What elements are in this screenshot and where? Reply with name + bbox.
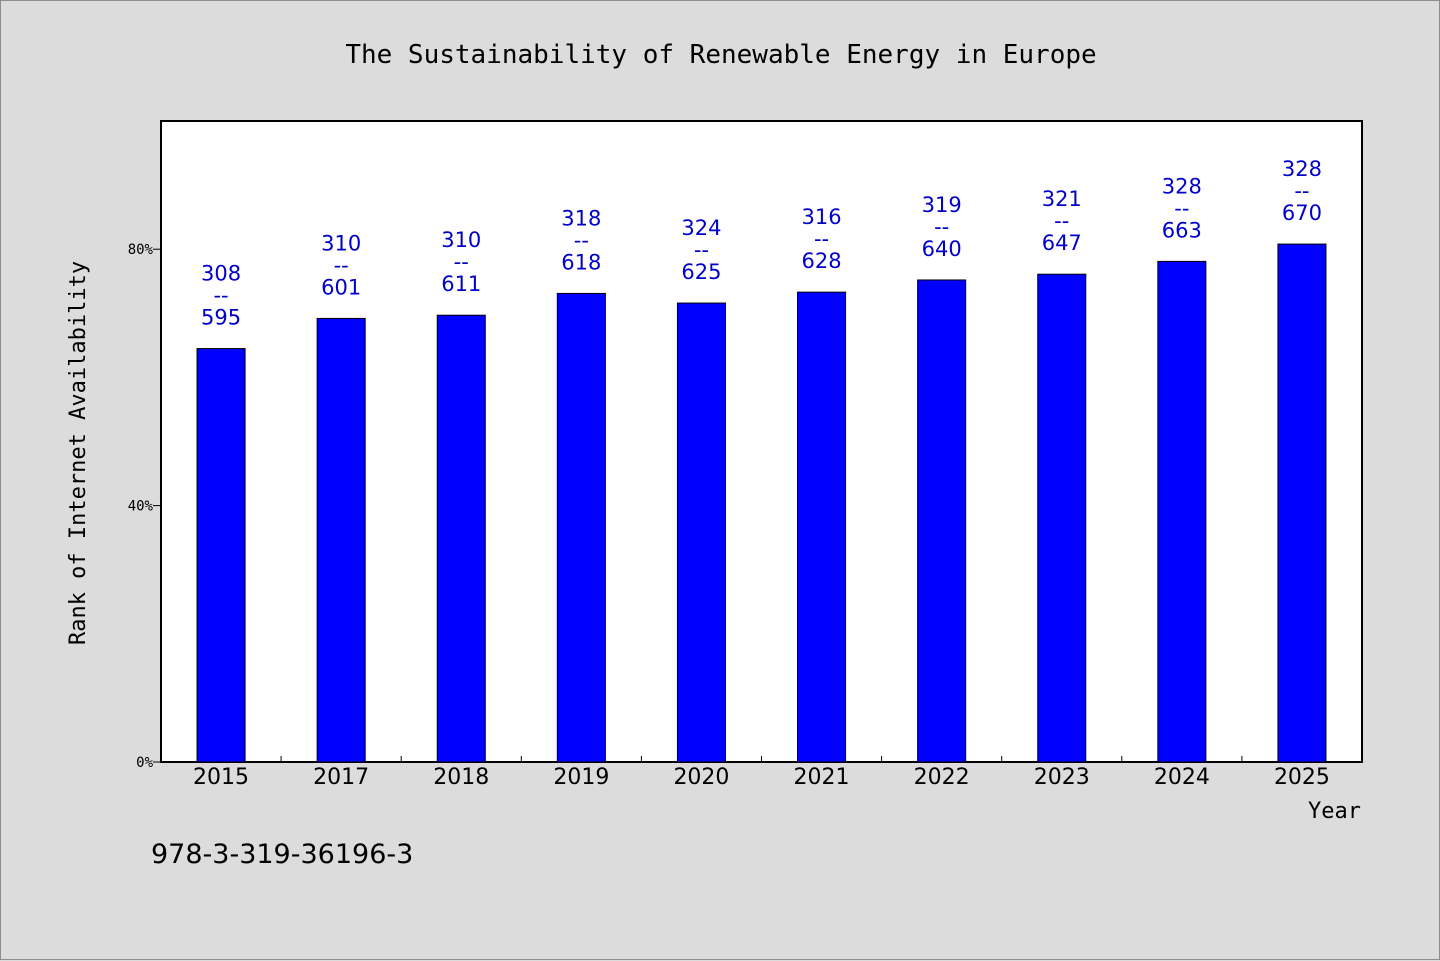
data-label-separator: --: [1054, 209, 1069, 233]
data-label-separator: --: [1294, 179, 1309, 203]
isbn-footnote: 978-3-319-36196-3: [151, 839, 413, 870]
x-tick-label: 2023: [1034, 765, 1090, 790]
data-label-top: 328: [1282, 157, 1322, 181]
data-label-bottom: 628: [802, 249, 842, 273]
bar-2019: [556, 292, 606, 763]
data-label-bottom: 595: [201, 306, 241, 330]
x-axis-title: Year: [1308, 799, 1361, 824]
data-label-separator: --: [934, 215, 949, 239]
chart-title: The Sustainability of Renewable Energy i…: [345, 40, 1096, 70]
x-tick-label: 2017: [313, 765, 369, 790]
bar-2021: [797, 291, 847, 763]
bar-2020: [676, 302, 726, 763]
data-label-top: 308: [201, 262, 241, 286]
bar-2022: [917, 279, 967, 763]
data-label-bottom: 647: [1042, 231, 1082, 255]
y-axis-title: Rank of Internet Availability: [66, 261, 91, 645]
bar-2015: [196, 348, 246, 763]
data-label-top: 310: [441, 228, 481, 252]
data-label-bottom: 663: [1162, 218, 1202, 242]
data-label-top: 319: [922, 193, 962, 217]
y-axis-ticks: 0% 40% 80%: [128, 242, 161, 771]
data-labels: 308--595310--601310--611318--618324--625…: [201, 157, 1322, 329]
category-labels: 2015 2017 2018 2019 2020 2021 2022 2023 2024 2025: [193, 765, 1330, 790]
data-label-separator: --: [814, 227, 829, 251]
data-label-top: 316: [802, 205, 842, 229]
data-label-top: 321: [1042, 187, 1082, 211]
data-label-top: 324: [681, 216, 721, 240]
data-label-top: 328: [1162, 174, 1202, 198]
data-label-top: 318: [561, 206, 601, 230]
x-tick-label: 2022: [914, 765, 970, 790]
data-label-bottom: 670: [1282, 201, 1322, 225]
bar-2023: [1037, 273, 1087, 763]
bar-2018: [436, 314, 486, 763]
bars: [196, 243, 1327, 763]
y-tick-label: 80%: [128, 242, 154, 258]
x-tick-label: 2020: [673, 765, 729, 790]
data-label-separator: --: [574, 228, 589, 252]
data-label-bottom: 640: [922, 237, 962, 261]
x-tick-label: 2015: [193, 765, 249, 790]
y-tick-label: 40%: [128, 499, 154, 515]
x-tick-label: 2024: [1154, 765, 1210, 790]
x-tick-label: 2018: [433, 765, 489, 790]
x-tick-label: 2025: [1274, 765, 1330, 790]
x-axis-ticks: [280, 756, 1243, 762]
bar-2017: [316, 317, 366, 763]
bar-2024: [1157, 260, 1207, 763]
x-tick-label: 2021: [794, 765, 850, 790]
data-label-separator: --: [213, 284, 228, 308]
data-label-top: 310: [321, 231, 361, 255]
y-tick-label: 0%: [136, 755, 153, 771]
data-label-bottom: 601: [321, 275, 361, 299]
data-label-separator: --: [1174, 196, 1189, 220]
data-label-bottom: 618: [561, 250, 601, 274]
data-label-separator: --: [454, 250, 469, 274]
bar-2025: [1277, 243, 1327, 763]
data-label-separator: --: [694, 238, 709, 262]
data-label-bottom: 611: [441, 272, 481, 296]
data-label-bottom: 625: [681, 260, 721, 284]
data-label-separator: --: [334, 253, 349, 277]
x-tick-label: 2019: [553, 765, 609, 790]
